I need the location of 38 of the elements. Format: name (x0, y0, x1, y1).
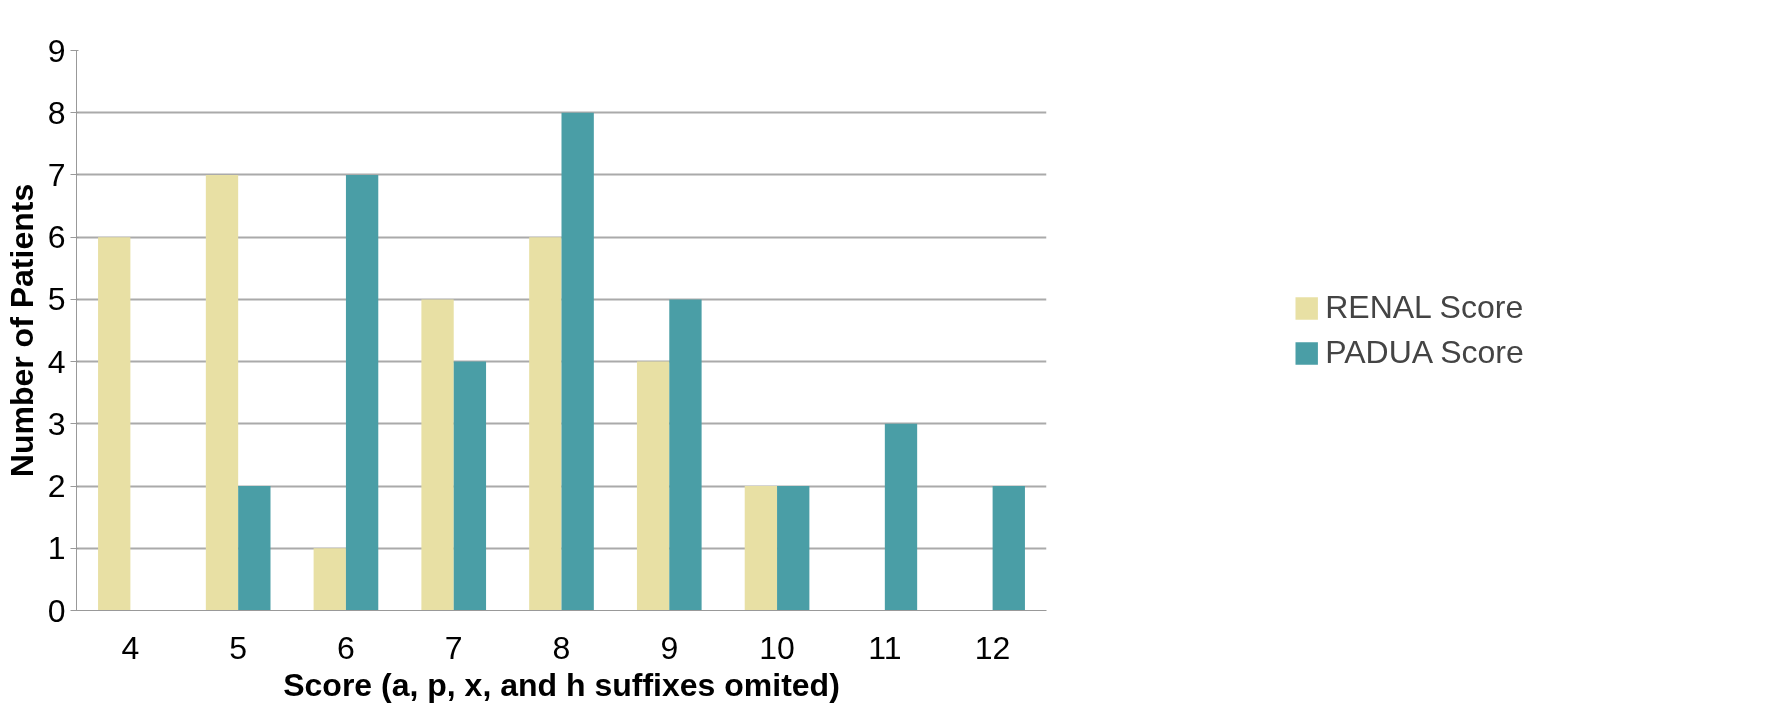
x-tick-label: 7 (444, 629, 463, 666)
legend-label: RENAL Score (1325, 289, 1524, 326)
x-tick-label: 9 (660, 629, 679, 666)
bar (992, 486, 1025, 611)
y-tick-label: 6 (47, 219, 66, 256)
legend-label: PADUA Score (1325, 334, 1524, 371)
x-tick-label: 8 (552, 629, 571, 666)
y-tick-label: 8 (47, 94, 66, 131)
bar (884, 423, 918, 611)
bar (529, 237, 562, 611)
bar (238, 486, 271, 611)
bar (636, 361, 670, 611)
bar (98, 237, 131, 611)
y-tick-label: 0 (47, 592, 66, 629)
y-tick-label: 2 (47, 468, 66, 505)
x-tick-label: 6 (337, 629, 355, 666)
bar (777, 486, 810, 611)
y-tick-label: 9 (47, 32, 66, 69)
x-tick-label: 11 (868, 629, 902, 666)
y-tick-label: 1 (47, 530, 66, 567)
x-tick-label: 4 (121, 629, 140, 666)
bar (205, 174, 239, 611)
x-tick-label: 10 (759, 629, 795, 666)
bar (421, 299, 454, 611)
bar (744, 486, 778, 611)
x-axis-title: Score (a, p, x, and h suffixes omited) (283, 666, 840, 703)
x-tick-label: 5 (229, 629, 248, 666)
y-axis-title: Number of Patients (3, 183, 40, 478)
bar (669, 299, 702, 611)
y-tick-label: 7 (47, 156, 66, 193)
y-tick-label: 3 (47, 405, 66, 442)
bar (561, 112, 594, 611)
y-tick-label: 4 (47, 343, 66, 380)
x-tick-label: 12 (974, 629, 1011, 666)
bar (313, 548, 346, 611)
bar (453, 361, 487, 611)
bar (345, 174, 379, 611)
y-tick-label: 5 (47, 281, 66, 318)
